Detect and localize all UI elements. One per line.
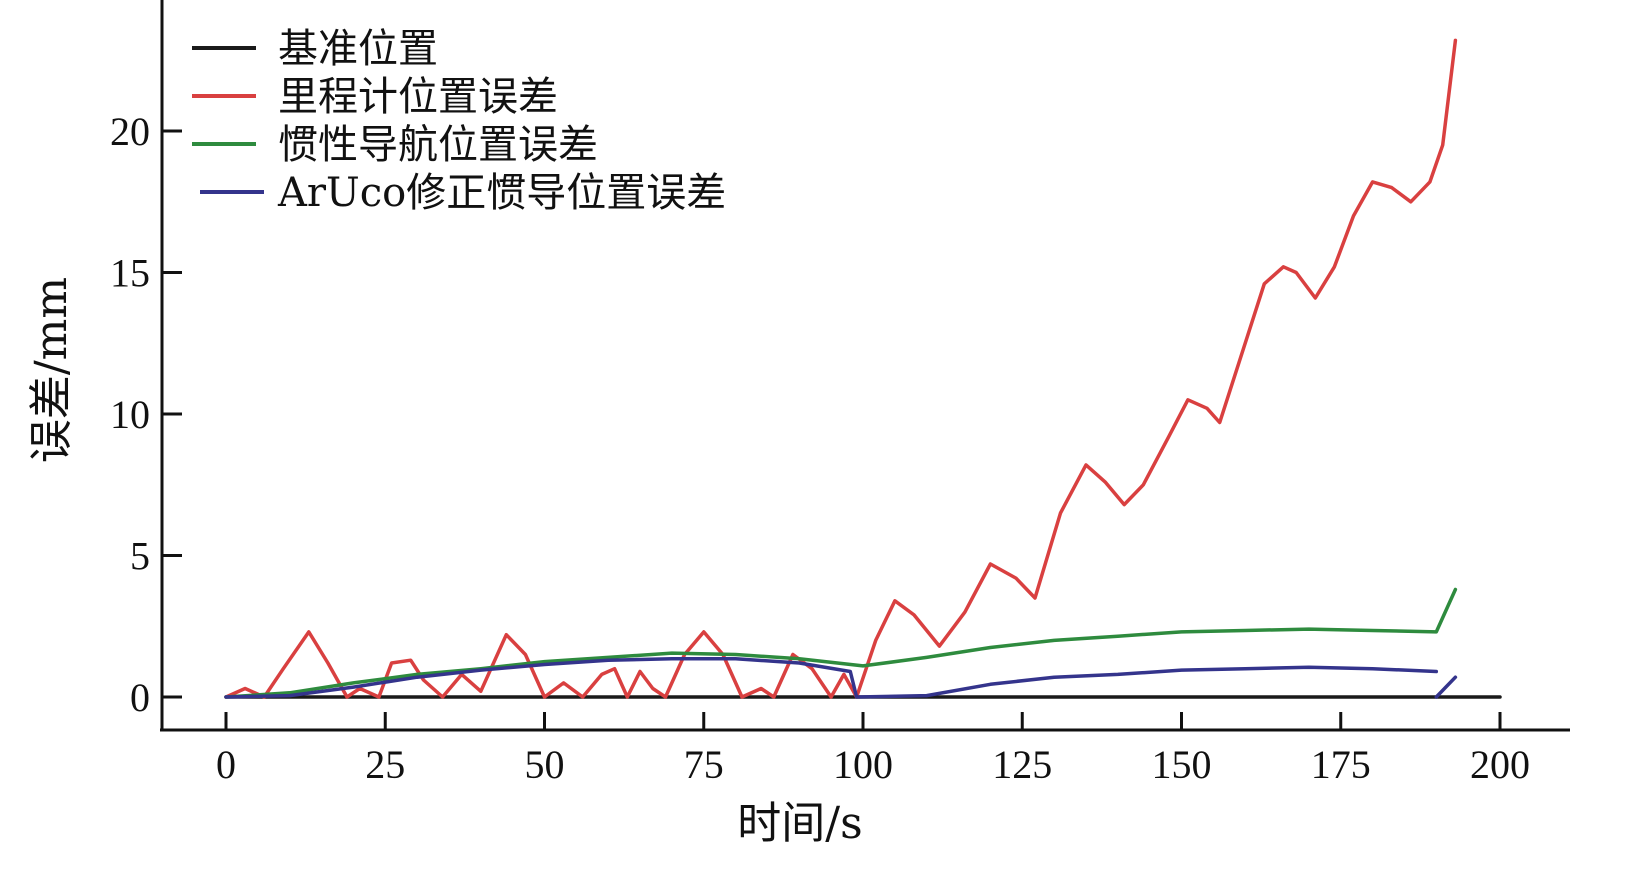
legend-label: 里程计位置误差: [278, 74, 558, 120]
y-tick-label: 0: [130, 675, 150, 720]
y-tick-label: 10: [110, 392, 150, 437]
x-tick-label: 25: [365, 742, 405, 787]
x-tick-label: 150: [1152, 742, 1212, 787]
y-tick-label: 15: [110, 251, 150, 296]
series-line-2: [224, 587, 1458, 699]
y-axis-title: 误差/mm: [26, 277, 77, 463]
axes: [160, 0, 1570, 732]
legend-label: ArUco修正惯导位置误差: [277, 170, 726, 216]
y-axis-ticks: 0 5 10 15 20: [110, 109, 182, 720]
y-tick-label: 20: [110, 109, 150, 154]
series-line-3: [224, 657, 1439, 699]
x-tick-label: 175: [1311, 742, 1371, 787]
x-tick-label: 75: [684, 742, 724, 787]
legend-label: 基准位置: [278, 26, 438, 72]
series-line-4: [1434, 675, 1458, 699]
x-tick-label: 200: [1470, 742, 1530, 787]
legend-label: 惯性导航位置误差: [278, 122, 598, 168]
y-tick-label: 5: [130, 534, 150, 579]
x-tick-label: 100: [833, 742, 893, 787]
x-axis-ticks: 0 25 50 75 100 125 150 175 200: [216, 712, 1530, 787]
x-tick-label: 125: [992, 742, 1052, 787]
x-tick-label: 0: [216, 742, 236, 787]
x-tick-label: 50: [525, 742, 565, 787]
x-axis-title: 时间/s: [737, 798, 862, 849]
plot-area: [224, 38, 1502, 699]
series-line-1: [224, 38, 1458, 699]
